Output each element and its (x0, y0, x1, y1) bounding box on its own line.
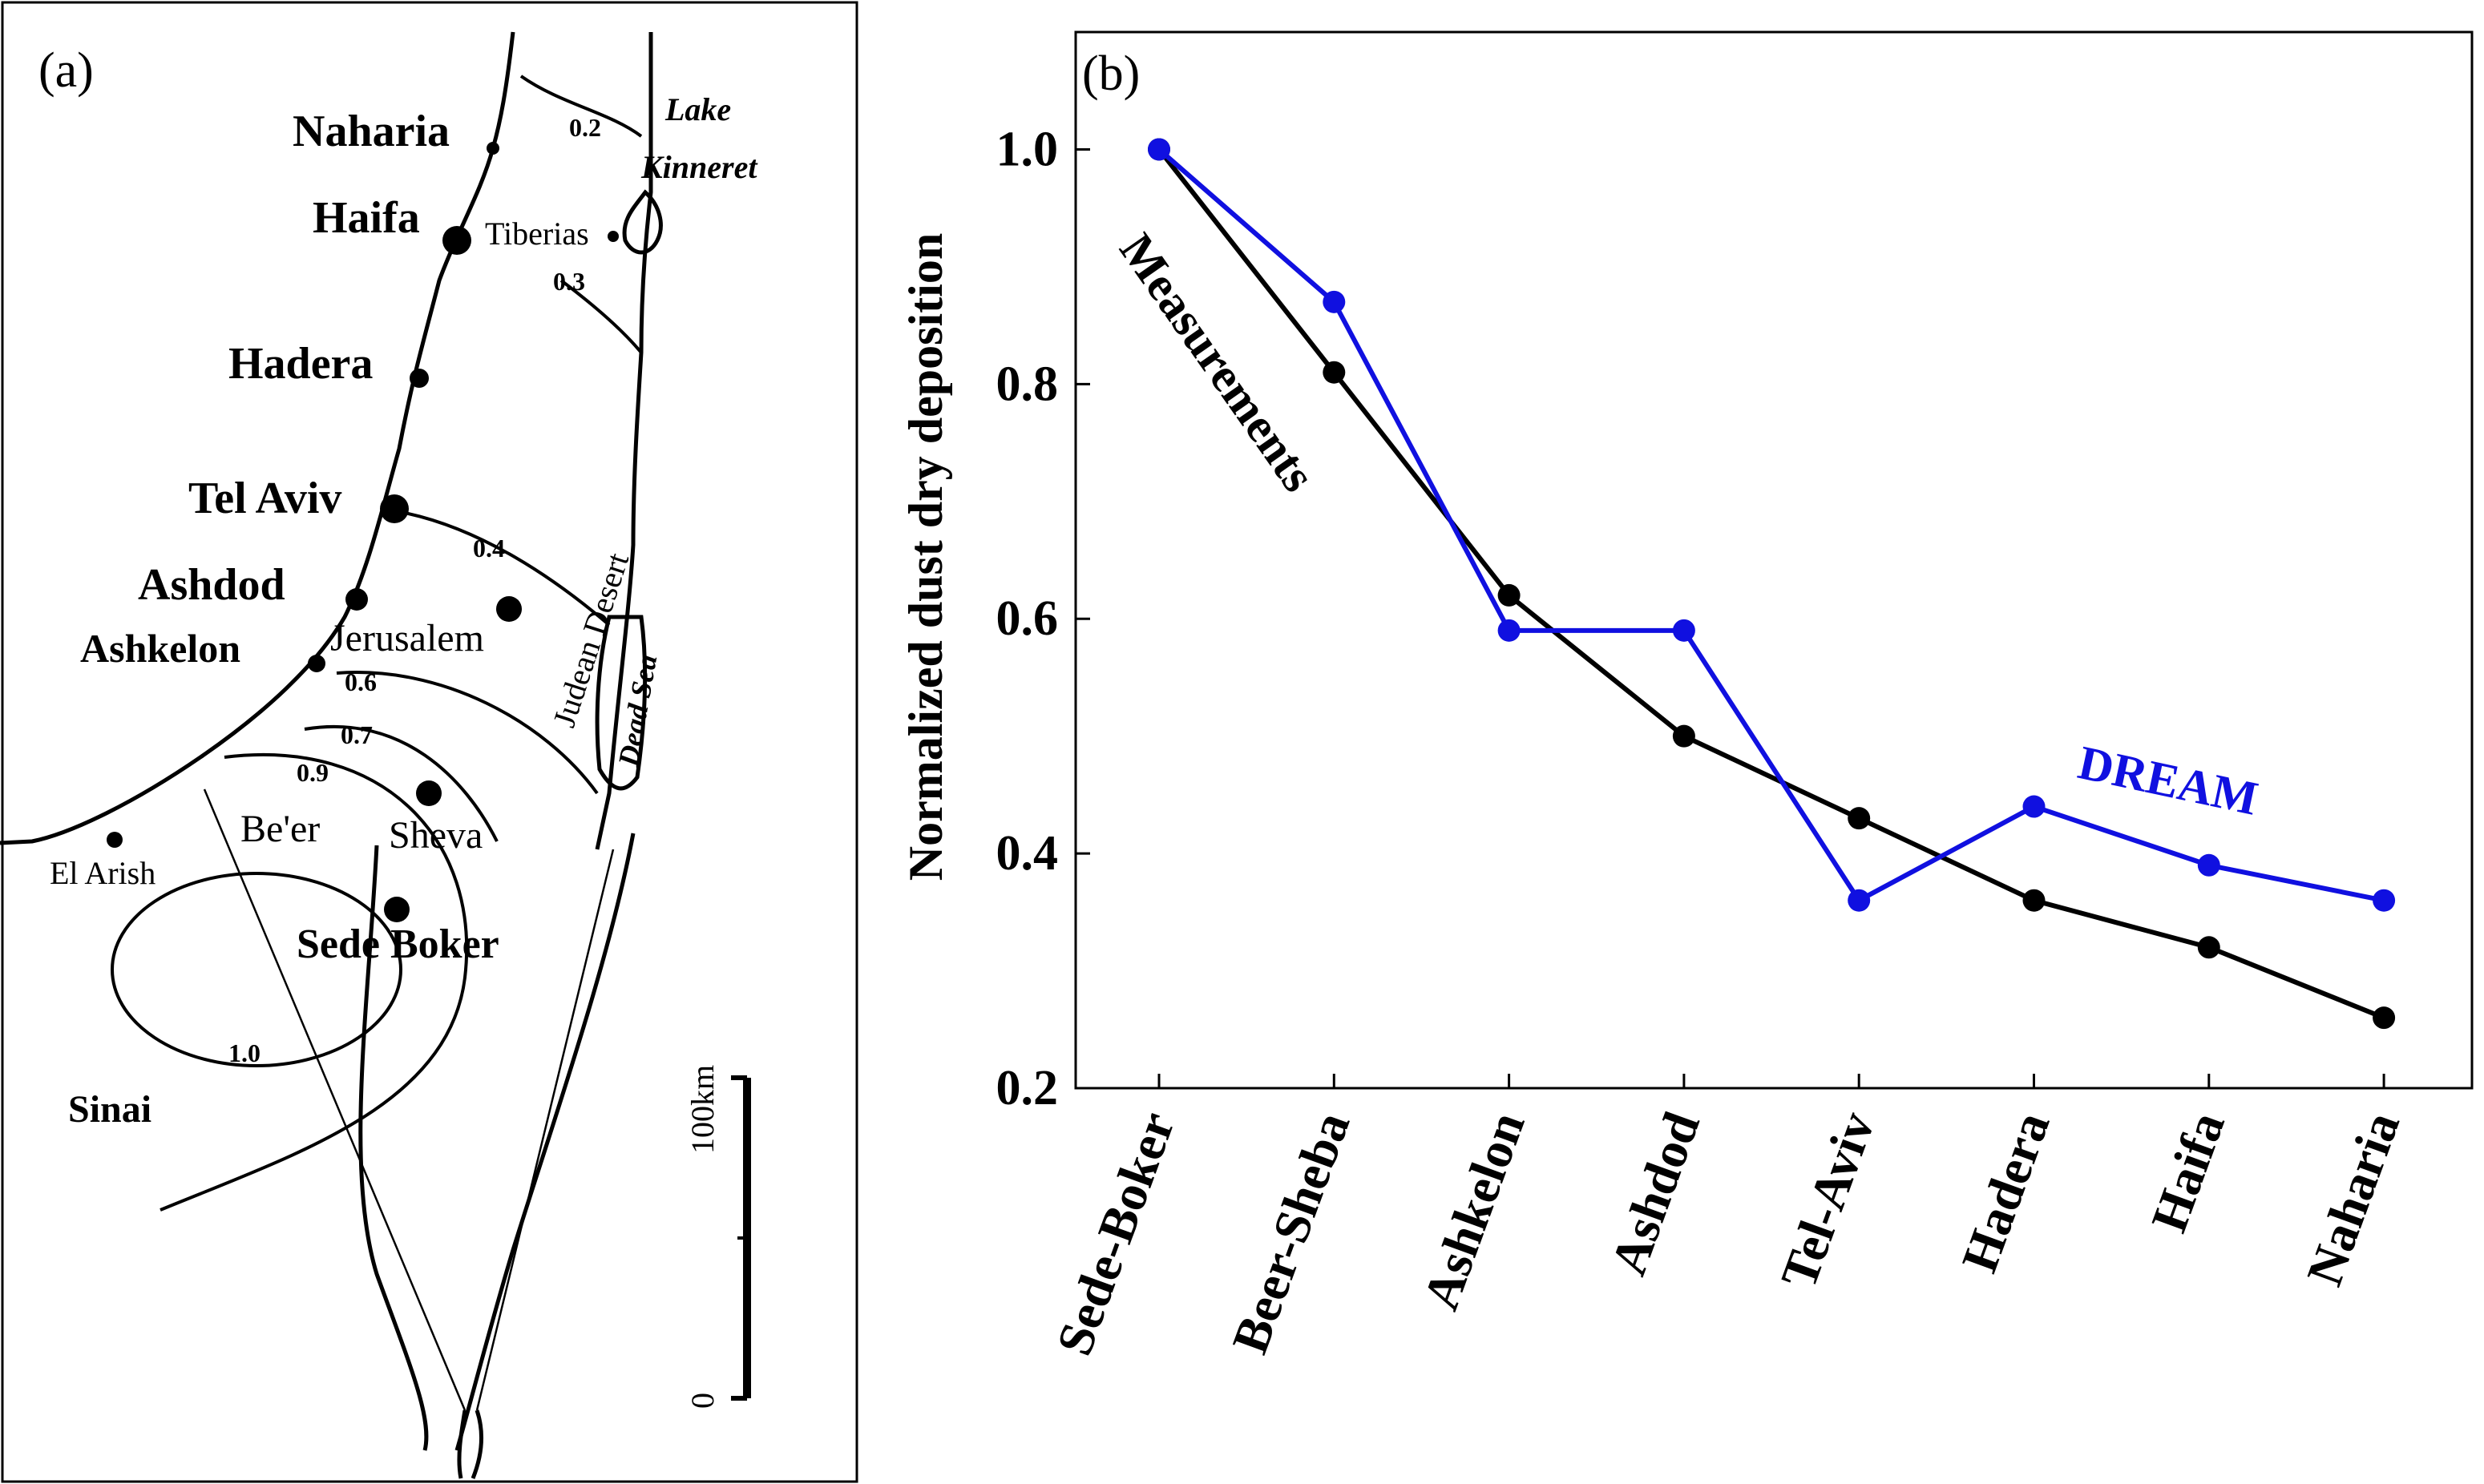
dead-sea-shape (595, 615, 648, 791)
y-tick-label: 0.4 (996, 826, 1059, 881)
jerusalem-dot (496, 596, 522, 622)
y-tick-label: 0.2 (996, 1061, 1059, 1115)
southern-coast (358, 845, 429, 1451)
map-frame (1, 1, 858, 1483)
ashkelon-dot (308, 655, 325, 672)
isoline-06-label: 0.6 (345, 667, 377, 696)
isoline-10-label: 1.0 (228, 1038, 261, 1067)
x-tick-label: Beer-Sheba (1221, 1105, 1360, 1361)
hadera-dot (410, 369, 429, 388)
x-axis-ticks: Sede-Boker Beer-Sheba Ashkelon Ashdod Tel-Av… (1045, 1074, 2410, 1362)
ashdod-label: Ashdod (138, 560, 285, 610)
isoline-04-label: 0.4 (473, 534, 505, 563)
isoline-03-label: 0.3 (553, 267, 585, 296)
eilat-tip (457, 1409, 483, 1479)
scale-label-top: 100km (685, 1065, 721, 1154)
lake-label: Lake (664, 91, 731, 127)
data-point-dream (1497, 619, 1521, 642)
isoline-02-label: 0.2 (569, 113, 601, 142)
naharia-label: Naharia (293, 107, 450, 156)
el-arish-dot (107, 832, 123, 848)
data-point-dream (1848, 889, 1871, 912)
chart-panel: (b) Normalized dust dry deposition 0.20.… (899, 30, 2474, 1362)
data-point-dream (1323, 290, 1346, 313)
x-tick-label: Tel-Aviv (1770, 1105, 1886, 1296)
isoline-07-label: 0.7 (341, 720, 373, 749)
data-point-dream (2197, 853, 2220, 877)
sede-boker-label: Sede Boker (297, 921, 499, 967)
data-point-dream (1148, 138, 1170, 161)
jerusalem-label: Jerusalem (330, 617, 484, 659)
naharia-dot (487, 142, 499, 155)
map-panel: (a) Naharia Haifa Tiber (0, 1, 858, 1483)
series-points (1148, 138, 2396, 1030)
series-line-measurements (1157, 147, 2385, 1020)
beer-label: Be'er (240, 808, 320, 850)
map-panel-label: (a) (38, 43, 94, 98)
coastline (0, 31, 515, 845)
isoline-09-label: 0.9 (297, 758, 329, 787)
y-tick-label: 1.0 (996, 122, 1059, 176)
x-tick-label: Ashdod (1600, 1105, 1711, 1283)
lake-kinneret-shape (622, 189, 663, 255)
eastern-border (595, 32, 653, 850)
sheva-label: Sheva (389, 814, 483, 857)
isoline-06 (336, 671, 599, 795)
haifa-dot (442, 226, 471, 255)
tiberias-dot (608, 231, 619, 242)
sinai-right-line (475, 849, 615, 1411)
y-tick-label: 0.6 (996, 591, 1059, 646)
sinai-left-line (203, 788, 467, 1411)
x-tick-label: Ashkelon (1412, 1105, 1535, 1317)
y-tick-label: 0.8 (996, 357, 1059, 411)
isoline-02 (519, 75, 643, 138)
isoline-04 (404, 511, 611, 627)
series-label-dream: DREAM (2074, 736, 2262, 825)
data-point-measurements (2373, 1006, 2396, 1030)
series-lines (1157, 147, 2385, 1020)
data-point-dream (2373, 889, 2396, 912)
sinai-label: Sinai (68, 1088, 151, 1131)
data-point-dream (2022, 795, 2046, 818)
series-line-dream (1157, 147, 2385, 903)
isoline-09 (160, 752, 469, 1212)
y-axis-title: Normalized dust dry deposition (899, 233, 952, 881)
beer-sheva-dot (416, 780, 442, 806)
ashdod-dot (345, 588, 368, 611)
haifa-label: Haifa (313, 193, 420, 243)
data-point-measurements (1497, 583, 1521, 607)
x-tick-label: Sede-Boker (1045, 1105, 1185, 1363)
chart-panel-label: (b) (1082, 46, 1140, 101)
x-tick-label: Naharia (2296, 1105, 2410, 1293)
x-tick-label: Hadera (1950, 1105, 2060, 1280)
data-point-measurements (1323, 361, 1346, 384)
sede-boker-dot (384, 897, 410, 922)
tel-aviv-label: Tel Aviv (188, 474, 341, 523)
tiberias-label: Tiberias (485, 216, 589, 252)
data-point-measurements (1848, 807, 1871, 830)
isoline-10 (111, 872, 402, 1067)
scale-label-bottom: 0 (685, 1393, 721, 1409)
hadera-label: Hadera (228, 339, 373, 389)
kinneret-label: Kinneret (640, 149, 758, 185)
ashkelon-label: Ashkelon (80, 626, 240, 671)
data-point-measurements (2022, 889, 2046, 912)
data-point-measurements (1672, 724, 1695, 748)
x-tick-label: Haifa (2140, 1105, 2236, 1240)
data-point-dream (1672, 619, 1695, 642)
tel-aviv-dot (380, 494, 409, 523)
isoline-03 (559, 279, 643, 354)
plot-frame (1074, 30, 2474, 1090)
y-axis-ticks: 0.2 0.4 0.6 0.8 1.0 (996, 122, 1090, 1115)
data-point-measurements (2197, 936, 2220, 959)
el-arish-label: El Arish (50, 855, 156, 891)
dead-sea-label: Dead Sea (612, 652, 663, 770)
isoline-07 (304, 724, 499, 842)
